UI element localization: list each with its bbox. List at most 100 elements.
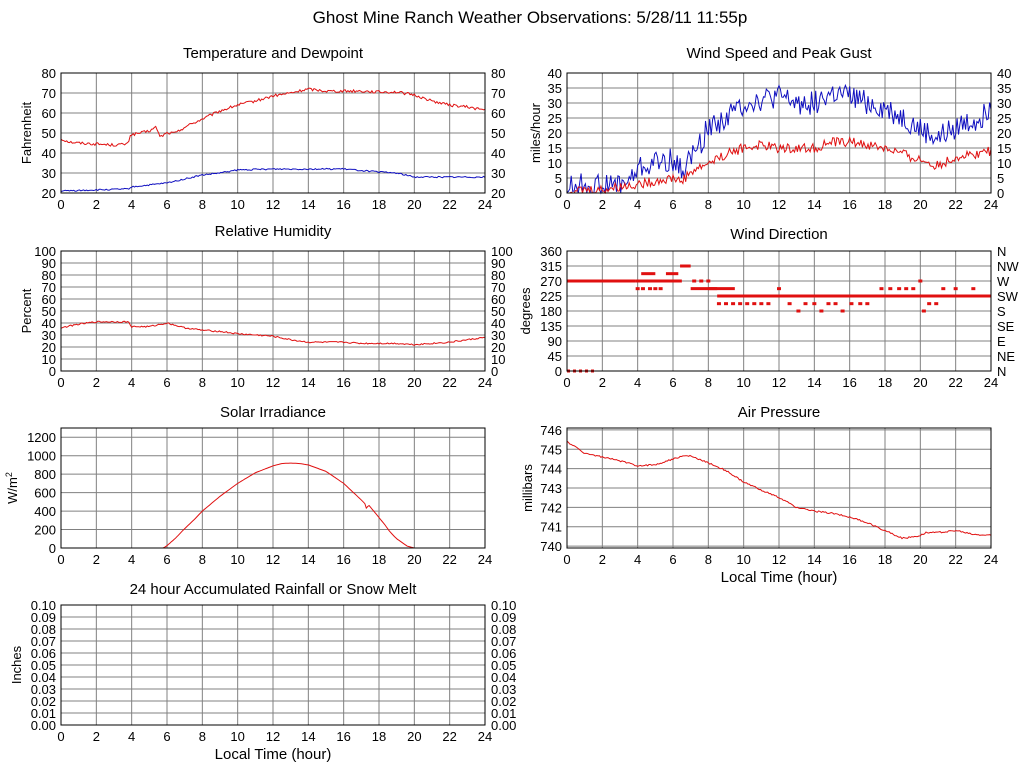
y-tick-label: 60	[42, 106, 56, 121]
plot-frame	[566, 427, 992, 549]
y-tick-label: 1200	[27, 430, 56, 445]
y-tick-label-right: 0.02	[491, 694, 516, 709]
x-tick-label: 16	[336, 552, 350, 567]
x-tick-label: 10	[230, 375, 244, 390]
direction-point	[971, 287, 976, 291]
direction-point	[699, 279, 704, 283]
y-tick-label-right: N	[997, 244, 1006, 259]
x-tick-label: 20	[407, 729, 421, 744]
y-tick-label-right: 90	[491, 256, 505, 271]
y-tick-label-right: 0.05	[491, 658, 516, 673]
y-tick-label: 10	[548, 156, 562, 171]
x-tick-label: 12	[772, 375, 786, 390]
series-wind-speed	[567, 136, 992, 195]
x-tick-label: 6	[669, 552, 676, 567]
x-tick-label: 2	[93, 729, 100, 744]
direction-point	[921, 309, 926, 313]
grid-lines	[566, 250, 992, 372]
y-tick-label: 746	[540, 423, 562, 438]
x-tick-label: 0	[57, 729, 64, 744]
x-tick-label: 20	[407, 375, 421, 390]
direction-point	[858, 302, 863, 306]
x-axis-label: Local Time (hour)	[721, 569, 838, 586]
direction-point	[648, 287, 653, 291]
direction-point	[953, 287, 958, 291]
x-tick-label: 10	[736, 552, 750, 567]
y-tick-label: 745	[540, 442, 562, 457]
x-tick-label: 4	[634, 197, 641, 212]
y-tick-label: 270	[540, 274, 562, 289]
y-axis-label: degrees	[518, 287, 533, 334]
x-tick-label: 12	[266, 375, 280, 390]
y-tick-label: 40	[42, 146, 56, 161]
y-tick-label-right: 0.03	[491, 682, 516, 697]
x-tick-label: 8	[199, 197, 206, 212]
direction-point	[752, 302, 757, 306]
y-tick-label: 180	[540, 304, 562, 319]
y-tick-label: 90	[548, 334, 562, 349]
y-tick-label: 200	[34, 523, 56, 538]
x-tick-label: 18	[372, 729, 386, 744]
x-tick-label: 24	[984, 552, 998, 567]
direction-point	[796, 309, 801, 313]
grid-lines	[566, 72, 992, 194]
y-tick-label-right: 15	[997, 141, 1011, 156]
grid-lines	[60, 604, 486, 726]
x-tick-label: 14	[301, 729, 315, 744]
y-tick-label-right: 50	[491, 126, 505, 141]
chart-title: Air Pressure	[738, 404, 821, 421]
y-tick-label: 742	[540, 500, 562, 515]
y-tick-label-right: SW	[997, 289, 1019, 304]
x-tick-label: 0	[57, 375, 64, 390]
y-tick-label: 225	[540, 289, 562, 304]
page-title: Ghost Mine Ranch Weather Observations: 5…	[313, 8, 748, 27]
x-tick-label: 2	[93, 197, 100, 212]
direction-point	[658, 287, 663, 291]
y-tick-label: 0.01	[31, 706, 56, 721]
y-tick-label: 30	[548, 96, 562, 111]
y-tick-label-right: SE	[997, 319, 1015, 334]
x-tick-label: 24	[478, 552, 492, 567]
x-tick-label: 16	[842, 375, 856, 390]
x-tick-label: 18	[372, 552, 386, 567]
y-axis-label-superscript: 2	[4, 472, 14, 477]
x-tick-label: 20	[913, 197, 927, 212]
x-tick-label: 4	[128, 729, 135, 744]
y-tick-label-right: E	[997, 334, 1006, 349]
direction-point	[653, 287, 658, 291]
x-tick-label: 20	[407, 197, 421, 212]
y-tick-label: 741	[540, 520, 562, 535]
x-tick-label: 8	[199, 375, 206, 390]
y-tick-label-right: 40	[491, 146, 505, 161]
x-tick-label: 10	[736, 375, 750, 390]
x-tick-label: 4	[128, 197, 135, 212]
y-tick-label: 25	[548, 111, 562, 126]
x-tick-label: 6	[669, 375, 676, 390]
y-tick-label: 1000	[27, 449, 56, 464]
direction-point	[927, 302, 932, 306]
y-tick-label-right: 0.06	[491, 646, 516, 661]
x-tick-label: 8	[705, 552, 712, 567]
y-tick-label-right: 60	[491, 106, 505, 121]
y-tick-label-right: W	[997, 274, 1010, 289]
direction-point	[724, 302, 728, 306]
direction-point	[819, 309, 824, 313]
y-tick-label-right: 50	[491, 304, 505, 319]
x-tick-label: 12	[772, 552, 786, 567]
chart-title: 24 hour Accumulated Rainfall or Snow Mel…	[130, 581, 418, 598]
series-relative-humidity	[60, 320, 485, 346]
x-tick-label: 18	[372, 197, 386, 212]
y-tick-label: 80	[42, 268, 56, 283]
series-temperature	[60, 87, 486, 147]
x-tick-label: 14	[301, 552, 315, 567]
direction-point	[849, 302, 854, 306]
direction-point	[888, 287, 893, 291]
y-tick-label-right: 40	[997, 66, 1011, 81]
direction-point	[766, 302, 771, 306]
y-tick-label-right: 20	[997, 126, 1011, 141]
direction-point	[738, 302, 743, 306]
